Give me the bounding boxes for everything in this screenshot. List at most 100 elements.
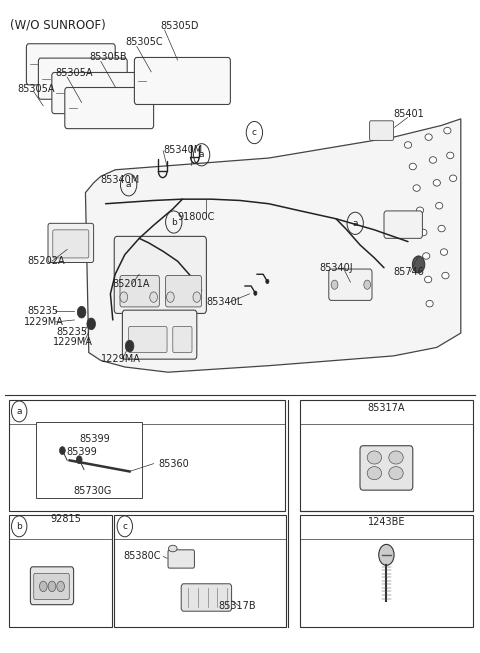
FancyBboxPatch shape (34, 573, 69, 599)
Ellipse shape (409, 163, 417, 170)
Circle shape (77, 306, 86, 318)
Text: 85730G: 85730G (73, 486, 111, 496)
Circle shape (412, 256, 425, 273)
Bar (300, 515, 473, 627)
Circle shape (57, 581, 64, 592)
FancyBboxPatch shape (370, 121, 394, 140)
Ellipse shape (389, 467, 403, 480)
Text: 85235: 85235 (28, 306, 59, 317)
Ellipse shape (389, 451, 403, 464)
Ellipse shape (442, 272, 449, 279)
Circle shape (266, 279, 269, 283)
Bar (9, 515, 112, 627)
Text: 85746: 85746 (394, 266, 424, 277)
Text: b: b (16, 522, 22, 531)
FancyBboxPatch shape (384, 211, 422, 238)
Circle shape (76, 456, 82, 464)
Ellipse shape (438, 225, 445, 232)
FancyBboxPatch shape (30, 567, 73, 605)
Text: 85305D: 85305D (161, 21, 199, 31)
Ellipse shape (404, 142, 412, 148)
FancyBboxPatch shape (129, 326, 167, 353)
FancyBboxPatch shape (65, 88, 154, 129)
FancyBboxPatch shape (329, 269, 372, 300)
Text: 85202A: 85202A (28, 256, 65, 266)
FancyBboxPatch shape (122, 310, 197, 359)
Circle shape (39, 581, 47, 592)
FancyBboxPatch shape (181, 584, 231, 611)
Text: 85305A: 85305A (56, 68, 93, 78)
Ellipse shape (429, 157, 437, 163)
Circle shape (87, 318, 96, 330)
FancyBboxPatch shape (173, 326, 192, 353)
Ellipse shape (435, 202, 443, 209)
Text: 85399: 85399 (79, 434, 110, 444)
Text: a: a (16, 407, 22, 416)
Text: 85399: 85399 (66, 447, 97, 457)
Text: 91800C: 91800C (178, 212, 215, 222)
Text: 92815: 92815 (50, 514, 81, 524)
Bar (300, 400, 473, 511)
Text: 85305A: 85305A (17, 84, 55, 94)
Circle shape (379, 545, 394, 565)
Ellipse shape (413, 185, 420, 191)
Circle shape (331, 280, 338, 289)
Text: c: c (122, 522, 127, 531)
Text: 85317A: 85317A (368, 403, 405, 413)
Ellipse shape (449, 175, 457, 182)
Text: 1229MA: 1229MA (53, 337, 93, 347)
Ellipse shape (416, 207, 424, 214)
Bar (36, 422, 142, 498)
FancyBboxPatch shape (360, 446, 413, 490)
FancyBboxPatch shape (166, 276, 202, 307)
Circle shape (364, 280, 371, 289)
Bar (9, 400, 285, 511)
Polygon shape (85, 119, 461, 372)
Text: 1243BE: 1243BE (368, 517, 405, 528)
Text: 1229MA: 1229MA (101, 354, 141, 364)
Ellipse shape (446, 152, 454, 159)
Text: a: a (126, 180, 132, 189)
Circle shape (60, 447, 65, 454)
Circle shape (150, 292, 157, 302)
Ellipse shape (426, 300, 433, 307)
Text: b: b (171, 217, 177, 227)
Text: 85401: 85401 (394, 109, 424, 119)
Text: a: a (199, 150, 204, 159)
FancyBboxPatch shape (53, 230, 89, 258)
Text: a: a (352, 219, 358, 228)
Ellipse shape (367, 467, 382, 480)
Ellipse shape (433, 180, 441, 186)
Circle shape (167, 292, 174, 302)
Text: 85317B: 85317B (218, 601, 256, 611)
FancyBboxPatch shape (120, 276, 159, 307)
Circle shape (125, 340, 134, 352)
Ellipse shape (422, 253, 430, 259)
Bar (114, 515, 286, 627)
FancyBboxPatch shape (114, 236, 206, 313)
Text: 85235: 85235 (57, 326, 88, 337)
Circle shape (254, 291, 257, 295)
Circle shape (120, 292, 128, 302)
Circle shape (193, 292, 201, 302)
Ellipse shape (424, 276, 432, 283)
Ellipse shape (420, 229, 427, 236)
Text: 1229MA: 1229MA (24, 317, 64, 327)
Text: 85340M: 85340M (101, 174, 140, 185)
Text: c: c (252, 128, 257, 137)
Text: 85340L: 85340L (206, 296, 243, 307)
Circle shape (48, 581, 56, 592)
Text: 85305C: 85305C (125, 37, 163, 47)
Text: 85340J: 85340J (319, 263, 353, 273)
FancyBboxPatch shape (134, 57, 230, 104)
Text: 85305B: 85305B (89, 52, 127, 63)
Ellipse shape (444, 127, 451, 134)
Text: 85340M: 85340M (163, 145, 203, 155)
Ellipse shape (168, 545, 177, 552)
FancyBboxPatch shape (168, 550, 194, 568)
FancyBboxPatch shape (48, 223, 94, 263)
Ellipse shape (367, 451, 382, 464)
FancyBboxPatch shape (38, 58, 127, 99)
Text: 85201A: 85201A (113, 279, 150, 289)
Text: 85380C: 85380C (124, 551, 161, 562)
